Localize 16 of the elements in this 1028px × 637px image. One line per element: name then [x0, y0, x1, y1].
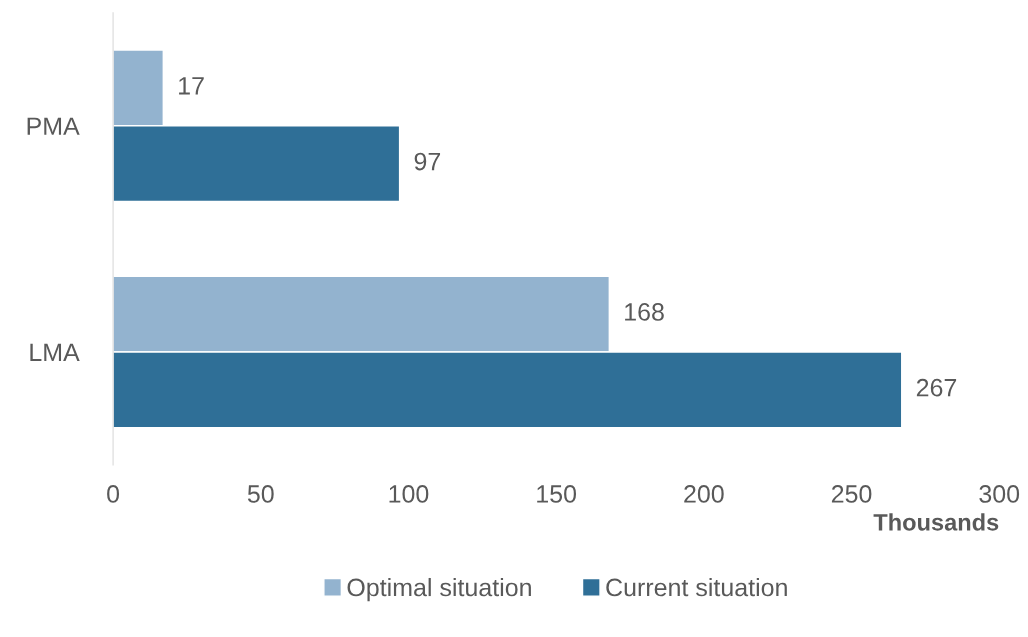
- data-label: 168: [625, 303, 664, 321]
- x-tick-label: 250: [831, 485, 872, 503]
- legend-label: Optimal situation: [347, 577, 531, 602]
- data-label: 97: [414, 152, 441, 171]
- y-tick-label: PMA: [27, 117, 80, 135]
- data-label: 17: [179, 77, 204, 95]
- x-tick-label: 150: [537, 485, 577, 503]
- data-label: 267: [916, 378, 957, 397]
- x-tick-label: 0: [107, 485, 120, 503]
- x-tick-label: 100: [389, 485, 429, 503]
- y-tick-label: LMA: [30, 343, 80, 361]
- legend-label: Current situation: [606, 577, 787, 597]
- x-tick-label: 50: [247, 485, 274, 503]
- x-axis-title: Thousands: [873, 513, 999, 531]
- x-tick-label: 200: [684, 485, 724, 503]
- x-tick-label: 300: [979, 485, 1020, 503]
